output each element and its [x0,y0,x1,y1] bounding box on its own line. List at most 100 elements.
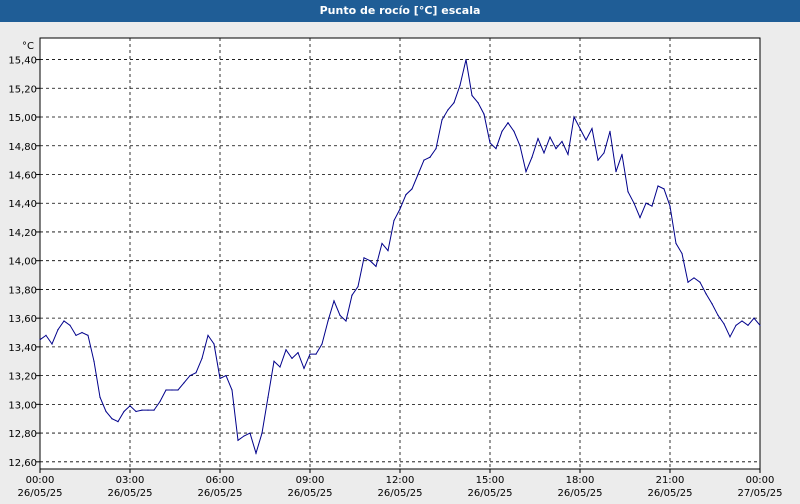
data-point [711,303,713,305]
data-point [693,277,695,279]
data-point [411,188,413,190]
data-point [105,410,107,413]
data-point [573,116,575,118]
y-tick-label: 13,00 [8,400,37,411]
data-point [405,193,407,196]
data-point [387,250,389,252]
data-point [429,156,431,158]
data-point [459,84,461,87]
data-point [315,353,317,355]
data-point [291,357,293,359]
x-tick-time-label: 15:00 [476,475,505,486]
data-point [477,102,479,104]
y-tick-label: 12,80 [8,429,37,440]
data-point [369,260,371,262]
data-point [669,205,671,207]
data-point [723,323,725,325]
x-axis-ticks: 00:00 26/05/25 03:00 26/05/25 06:00 26/05/25 0… [18,469,783,499]
data-point [555,148,557,150]
x-tick-time-label: 00:00 [26,475,55,486]
data-point [435,148,437,150]
data-point [273,360,275,362]
data-point [729,336,731,338]
data-point [549,136,551,138]
data-point [135,410,137,413]
data-point [423,159,425,161]
data-point [87,334,89,336]
data-point [495,148,497,150]
data-point [243,435,245,437]
data-point [75,334,77,336]
x-tick-time-label: 00:00 [746,475,775,486]
data-point [651,205,653,207]
data-point [207,334,209,336]
data-point [195,372,197,374]
data-point [327,320,329,322]
data-point [645,202,647,204]
data-point [177,389,179,391]
data-point [591,127,593,130]
data-point [99,396,101,398]
data-point [705,293,707,295]
y-axis-ticks: 12,60 12,80 13,00 13,20 13,40 13,60 13,80 14,00… [8,56,40,469]
x-tick-date-label: 27/05/25 [738,488,783,499]
data-point [531,156,533,158]
data-point [93,360,95,362]
data-point [45,334,47,336]
data-point [159,400,161,403]
data-point [321,343,323,345]
data-point [465,58,467,61]
data-point [609,130,611,132]
data-point [111,418,113,420]
data-point [339,314,341,316]
data-point [189,375,191,377]
data-point [375,265,377,268]
x-tick-date-label: 26/05/25 [18,488,63,499]
data-point [381,242,383,245]
data-point [81,331,83,334]
y-tick-label: 15,00 [8,113,37,124]
data-point [447,109,449,111]
y-tick-label: 13,60 [8,314,37,325]
y-tick-label: 14,40 [8,199,37,210]
data-point [525,171,527,173]
data-point [285,349,287,351]
data-point [231,389,233,391]
data-point [399,208,401,210]
data-point [615,171,617,173]
data-point [567,153,569,155]
data-point [351,294,353,296]
y-tick-label: 15,40 [8,56,37,67]
data-point [579,127,581,130]
x-tick-date-label: 26/05/25 [198,488,243,499]
data-point [621,153,623,155]
data-point [507,122,509,124]
data-point [483,113,485,115]
y-tick-label: 13,20 [8,372,37,383]
data-point [219,377,221,380]
data-point [171,389,173,391]
data-point [543,152,545,154]
data-point [453,102,455,104]
data-point [261,432,263,434]
data-point [129,405,131,407]
data-point [267,396,269,398]
data-point [537,137,539,140]
plot-area [39,37,761,470]
data-point [201,357,203,359]
x-tick-time-label: 12:00 [386,475,415,486]
data-point [747,324,749,326]
data-point [561,140,563,143]
data-point [597,159,599,161]
data-point [393,219,395,222]
data-point [225,375,227,377]
data-point [585,139,587,141]
data-point [639,216,641,219]
data-point [183,382,185,384]
data-point [633,202,635,204]
chart-panel: 12,60 12,80 13,00 13,20 13,40 13,60 13,80 14,00… [0,22,800,500]
data-point [759,324,761,326]
x-tick-date-label: 26/05/25 [108,488,153,499]
data-point [165,389,167,391]
y-tick-label: 15,20 [8,84,37,95]
